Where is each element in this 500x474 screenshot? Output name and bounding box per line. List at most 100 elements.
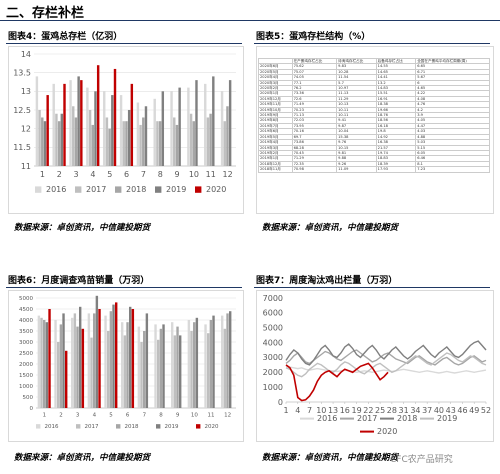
table-cell: 17.93 — [375, 166, 417, 173]
legend-label: 2020 — [206, 185, 226, 194]
bar — [81, 328, 85, 408]
bar — [179, 335, 182, 408]
x-tick-label: 7 — [307, 406, 312, 415]
x-tick-label: 4 — [93, 413, 97, 419]
y-tick-label: 1500 — [19, 373, 33, 379]
x-tick-label: 10 — [316, 406, 326, 415]
panel-title: 图表4：蛋鸡总存栏（亿羽） — [8, 32, 123, 42]
x-tick-label: 52 — [481, 406, 491, 415]
bar — [71, 317, 74, 408]
bar — [153, 98, 156, 166]
x-tick-label: 8 — [158, 170, 163, 179]
legend-label: 2019 — [437, 414, 457, 423]
table-frame — [256, 46, 494, 214]
bar — [212, 315, 215, 408]
heading: 二、存栏补栏 — [6, 6, 85, 21]
table-row: 在产蛋鸡存栏占比 待淘鸡存栏占比 后备鸡存栏占比 全国在产蛋鸡平均存栏周期(周) — [258, 57, 490, 65]
bar — [226, 106, 229, 166]
x-tick-label: 1 — [283, 406, 288, 415]
x-tick-label: 10 — [191, 413, 198, 419]
legend-label: 2020 — [377, 427, 397, 436]
bar — [113, 68, 117, 166]
bar — [55, 113, 58, 166]
rule — [0, 20, 500, 21]
panel-title: 图表6：月度调查鸡苗销量（万羽） — [8, 276, 150, 286]
legend-label: 2017 — [85, 424, 99, 430]
x-tick-label: 12 — [224, 413, 231, 419]
x-tick-label: 12 — [222, 170, 232, 179]
x-tick-label: 1 — [43, 413, 47, 419]
rule — [254, 43, 490, 44]
bar — [57, 342, 60, 408]
bar — [173, 117, 176, 166]
bar — [98, 309, 101, 408]
bar — [104, 315, 107, 408]
bar — [204, 324, 207, 408]
y-tick-label: 6000 — [263, 309, 283, 318]
bar — [48, 309, 51, 408]
y-tick-label: 3500 — [19, 329, 33, 335]
bar — [123, 335, 127, 408]
y-tick-label: 0 — [30, 406, 34, 412]
y-tick-label: 4000 — [19, 318, 33, 324]
x-tick-label: 49 — [469, 406, 479, 415]
legend-swatch — [115, 186, 122, 193]
x-tick-label: 6 — [126, 413, 130, 419]
bar — [175, 124, 179, 166]
chart-frame — [8, 290, 244, 442]
y-tick-label: 7000 — [263, 294, 283, 303]
bar — [60, 113, 64, 166]
bar — [130, 83, 134, 166]
bar — [131, 309, 135, 408]
bar — [74, 117, 78, 166]
bar — [195, 80, 198, 166]
bar — [142, 117, 145, 166]
table-cell: 70.98 — [291, 166, 338, 173]
bar — [221, 315, 224, 408]
x-tick-label: 25 — [375, 406, 385, 415]
bar — [46, 95, 49, 166]
x-tick-label: 28 — [387, 406, 397, 415]
bar — [223, 328, 227, 408]
line-series — [285, 352, 487, 378]
y-tick-label: 12 — [21, 124, 31, 133]
table: 在产蛋鸡存栏占比 待淘鸡存栏占比 后备鸡存栏占比 全国在产蛋鸡平均存栏周期(周) 202… — [258, 57, 490, 173]
x-tick-label: 22 — [363, 406, 373, 415]
y-tick-label: 13 — [21, 87, 31, 96]
bar — [140, 342, 143, 408]
legend-swatch — [155, 186, 162, 193]
chart-frame — [8, 46, 244, 214]
table-cell: 2018年11月 — [258, 166, 293, 173]
legend-label: 2018 — [126, 185, 146, 194]
legend-swatch — [156, 424, 161, 429]
bar — [157, 339, 160, 408]
x-tick-label: 1 — [40, 170, 45, 179]
y-tick-label: 2500 — [19, 351, 33, 357]
y-tick-label: 4000 — [263, 338, 283, 347]
rule — [6, 287, 242, 288]
bar — [115, 302, 118, 408]
bar — [87, 313, 91, 408]
x-tick-label: 7 — [141, 170, 146, 179]
legend-label: 2019 — [165, 424, 179, 430]
legend-label: 2019 — [166, 185, 186, 194]
source: 数据来源：卓创资讯，中信建投期货 — [262, 223, 399, 233]
bar — [137, 326, 141, 408]
y-tick-label: 11 — [21, 162, 31, 171]
bar — [154, 324, 157, 408]
bar — [176, 326, 179, 408]
line-series — [285, 349, 487, 366]
bar — [122, 121, 125, 166]
x-tick-label: 16 — [340, 406, 350, 415]
chart: 0 1000 2000 3000 4000 5000 6000 7000 1 4 7 10 13 16 19… — [263, 294, 491, 436]
bar — [189, 113, 193, 166]
x-tick-label: 5 — [109, 413, 113, 419]
x-tick-label: 34 — [410, 406, 420, 415]
bar — [35, 76, 39, 166]
bar — [80, 80, 83, 166]
bar — [223, 121, 226, 166]
bar — [72, 106, 75, 166]
bar — [90, 337, 93, 408]
bar — [170, 91, 173, 166]
